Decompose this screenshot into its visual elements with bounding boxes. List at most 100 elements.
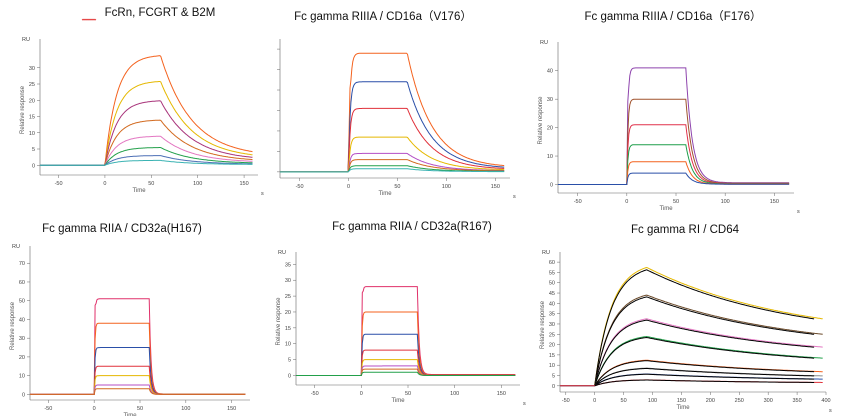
x-tick-label: 150 [227, 406, 236, 412]
y-tick-label: 0 [288, 373, 291, 379]
series-line [558, 172, 790, 185]
series-line [280, 81, 505, 173]
y-tick-label: 10 [547, 154, 553, 160]
y-unit-label: RU [542, 250, 550, 256]
y-tick-label: 20 [19, 355, 25, 361]
x-tick-label: 100 [193, 181, 202, 187]
y-tick-label: 10 [29, 131, 35, 137]
x-tick-label: 350 [792, 398, 801, 404]
y-tick-label: 15 [29, 115, 35, 121]
x-tick-label: -50 [296, 184, 304, 190]
series-line [30, 388, 246, 395]
y-tick-label: 50 [549, 281, 555, 287]
y-tick-label: 60 [549, 260, 555, 266]
y-axis-label: Relative response [538, 96, 544, 145]
y-tick-label: 20 [29, 98, 35, 104]
y-tick-label: 15 [285, 326, 291, 332]
x-axis-label: Time [391, 398, 405, 404]
y-unit-label: RU [278, 250, 286, 256]
y-tick-label: 20 [549, 343, 555, 349]
x-tick-label: 0 [103, 181, 106, 187]
y-axis-label: Relative response [10, 301, 16, 350]
y-tick-label: 30 [19, 336, 25, 342]
fit-line [594, 367, 815, 387]
y-tick-label: 30 [549, 322, 555, 328]
y-tick-label: 0 [32, 163, 35, 169]
fit-line [594, 319, 815, 386]
x-tick-label: -50 [311, 391, 319, 397]
x-axis-label: Time [659, 206, 673, 212]
x-tick-label: -50 [574, 199, 582, 205]
y-tick-label: 40 [19, 317, 25, 323]
y-tick-label: 55 [549, 270, 555, 276]
y-tick-label: 5 [288, 358, 291, 364]
x-axis-label: Time [132, 188, 146, 194]
y-tick-label: 25 [29, 82, 35, 88]
x-tick-label: 0 [360, 391, 363, 397]
x-tick-label: 150 [491, 184, 500, 190]
chart-title: Fc gamma RIIA / CD32a(H167) [42, 223, 202, 235]
series-line [30, 298, 246, 395]
y-tick-label: 40 [547, 69, 553, 75]
x-tick-label: -50 [55, 181, 63, 187]
series-line [40, 81, 253, 166]
x-tick-label: 50 [673, 199, 679, 205]
y-unit-label: RU [540, 40, 548, 46]
y-tick-label: 45 [549, 291, 555, 297]
y-tick-label: 10 [19, 374, 25, 380]
series-line [30, 322, 246, 395]
fit-line [594, 336, 815, 386]
series-line [558, 98, 790, 185]
series-line [296, 286, 516, 376]
x-tick-label: 100 [450, 391, 459, 397]
x-tick-label: 150 [239, 181, 248, 187]
x-tick-label: 150 [677, 398, 686, 404]
y-tick-label: 20 [285, 310, 291, 316]
x-tick-label: 0 [347, 184, 350, 190]
fit-line [594, 360, 815, 387]
series-line [280, 52, 505, 173]
series-line [30, 365, 246, 395]
y-tick-label: 40 [549, 301, 555, 307]
x-tick-label: 150 [497, 391, 506, 397]
x-unit-label: s [523, 401, 526, 407]
y-tick-label: 25 [549, 332, 555, 338]
y-tick-label: 35 [549, 312, 555, 318]
y-tick-label: 10 [549, 363, 555, 369]
y-tick-label: 35 [285, 262, 291, 268]
x-tick-label: 300 [764, 398, 773, 404]
x-tick-label: 100 [648, 398, 657, 404]
x-tick-label: 0 [625, 199, 628, 205]
series-line [558, 124, 790, 185]
x-tick-label: 200 [706, 398, 715, 404]
series-line [296, 359, 516, 376]
y-tick-label: 15 [549, 353, 555, 359]
y-tick-label: 5 [552, 374, 555, 380]
x-unit-label: s [829, 408, 832, 414]
y-unit-label: RU [12, 244, 20, 250]
fit-line [594, 379, 815, 387]
panel-cd64: Fc gamma RI / CD64 RU Relative response 0 5 1… [540, 224, 832, 414]
x-unit-label: s [797, 209, 800, 215]
fit-line [594, 373, 815, 387]
y-axis-label: Relative response [540, 300, 546, 349]
x-tick-label: 50 [394, 184, 400, 190]
x-tick-label: 100 [442, 184, 451, 190]
x-tick-label: -50 [44, 406, 52, 412]
series-line [40, 55, 253, 166]
y-axis-label: Relative response [276, 297, 282, 346]
chart-title: FcRn, FCGRT & B2M [105, 7, 216, 19]
y-tick-label: 0 [552, 384, 555, 390]
series-line [280, 168, 505, 173]
chart-title: Fc gamma RIIIA / CD16a（F176） [584, 10, 761, 23]
y-tick-label: 30 [29, 66, 35, 72]
x-axis-label: Time [676, 405, 690, 411]
series-line [280, 136, 505, 173]
y-tick-label: 30 [285, 278, 291, 284]
x-axis-label: Time [378, 191, 392, 197]
panel-cd16a-v176: Fc gamma RIIIA / CD16a（V176） -50 0 50 100 150… [277, 10, 516, 200]
x-tick-label: 100 [721, 199, 730, 205]
y-tick-label: 70 [19, 261, 25, 267]
fit-line [594, 269, 815, 386]
